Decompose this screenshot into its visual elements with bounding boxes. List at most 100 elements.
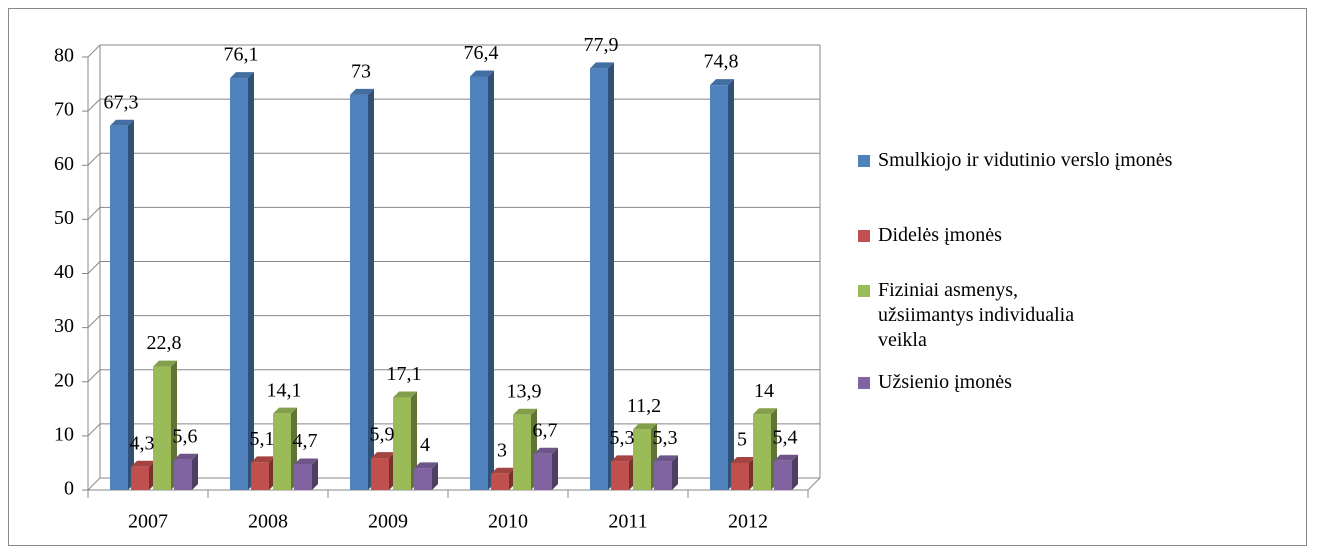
bar xyxy=(611,461,629,490)
bar xyxy=(414,468,432,490)
bar xyxy=(350,94,368,490)
bar xyxy=(371,458,389,490)
bar xyxy=(251,462,269,490)
legend-label: Fiziniai asmenys, užsiimantys individual… xyxy=(878,279,1075,351)
x-tick-label: 2010 xyxy=(488,511,528,533)
legend-swatch xyxy=(858,377,870,389)
bar-side xyxy=(171,360,177,490)
y-tick-label: 80 xyxy=(54,45,74,67)
bar-top xyxy=(491,467,515,474)
bar xyxy=(131,466,149,490)
bar-top xyxy=(753,408,777,415)
y-tick-label: 40 xyxy=(54,261,74,283)
bar xyxy=(534,453,552,490)
legend-item: Didelės įmonės xyxy=(858,223,1002,248)
bar xyxy=(230,78,248,490)
bar-top xyxy=(110,119,134,126)
bar xyxy=(633,429,651,490)
bar-top xyxy=(414,462,438,469)
y-tick-diagonal xyxy=(87,315,101,328)
data-label: 13,9 xyxy=(507,380,542,402)
bar-side xyxy=(608,62,614,491)
bar xyxy=(470,76,488,491)
legend-swatch xyxy=(858,155,870,167)
y-tick-label: 50 xyxy=(54,207,74,229)
y-tick-label: 70 xyxy=(54,99,74,121)
data-label: 74,8 xyxy=(704,51,739,73)
data-label: 6,7 xyxy=(533,419,558,441)
y-tick-diagonal xyxy=(87,369,101,383)
data-label: 4,3 xyxy=(130,432,155,454)
floor-right xyxy=(807,477,821,491)
bar-top xyxy=(470,70,494,77)
data-label: 77,9 xyxy=(584,34,619,56)
data-label: 14,1 xyxy=(267,379,302,401)
data-label: 22,8 xyxy=(147,332,182,354)
bar-side xyxy=(672,455,678,490)
bar-top xyxy=(251,456,275,463)
y-tick-diagonal xyxy=(87,261,101,274)
x-tick-label: 2011 xyxy=(608,511,647,533)
y-tick-label: 30 xyxy=(54,315,74,337)
bar-side xyxy=(792,454,798,490)
bar-side xyxy=(552,447,558,490)
bar-top xyxy=(633,423,657,430)
bar xyxy=(513,414,531,490)
bar-top xyxy=(174,453,198,460)
y-tick-label: 60 xyxy=(54,153,74,175)
data-label: 76,4 xyxy=(464,42,499,64)
bar-top xyxy=(230,72,254,79)
bar-side xyxy=(248,72,254,490)
bar-top xyxy=(611,455,635,462)
x-tick-label: 2008 xyxy=(248,511,288,533)
x-tick-label: 2012 xyxy=(728,511,768,533)
data-label: 73 xyxy=(351,60,371,82)
legend-item: Fiziniai asmenys, užsiimantys individual… xyxy=(858,278,1118,353)
bar-top xyxy=(153,360,177,367)
chart-frame xyxy=(8,8,1307,546)
bar-side xyxy=(432,462,438,490)
bar-top xyxy=(590,62,614,69)
data-label: 67,3 xyxy=(104,91,139,113)
bar xyxy=(491,473,509,490)
bar-top xyxy=(273,407,297,414)
data-label: 14 xyxy=(754,380,774,402)
y-tick-diagonal xyxy=(87,152,101,166)
bar-top xyxy=(731,456,755,463)
bar-top xyxy=(710,79,734,86)
bar-side xyxy=(488,70,494,491)
bar xyxy=(273,413,291,490)
bar xyxy=(710,85,728,491)
data-label: 5,6 xyxy=(173,425,198,447)
legend-swatch xyxy=(858,230,870,242)
bar xyxy=(174,459,192,490)
bar-top xyxy=(774,454,798,461)
bar-top xyxy=(131,460,155,467)
bar xyxy=(753,414,771,490)
bar-side xyxy=(128,119,134,491)
bar-side xyxy=(312,458,318,490)
bar-top xyxy=(513,408,537,415)
bar-top xyxy=(534,447,558,454)
x-tick-label: 2009 xyxy=(368,511,408,533)
legend-label: Didelės įmonės xyxy=(878,224,1002,246)
y-tick-diagonal xyxy=(87,423,101,437)
data-label: 4 xyxy=(420,434,430,456)
x-tick-label: 2007 xyxy=(128,511,168,533)
bar xyxy=(110,125,128,491)
data-label: 5,4 xyxy=(773,426,798,448)
bar-side xyxy=(368,88,374,490)
y-tick-diagonal xyxy=(87,98,101,112)
bar-side xyxy=(192,453,198,490)
data-label: 3 xyxy=(497,439,507,461)
bar-side xyxy=(411,391,417,490)
bar xyxy=(654,461,672,490)
legend-item: Užsienio įmonės xyxy=(858,370,1012,395)
data-label: 4,7 xyxy=(293,430,318,452)
bar xyxy=(731,462,749,490)
data-label: 5,1 xyxy=(250,428,275,450)
bar xyxy=(294,464,312,490)
data-label: 76,1 xyxy=(224,44,259,66)
